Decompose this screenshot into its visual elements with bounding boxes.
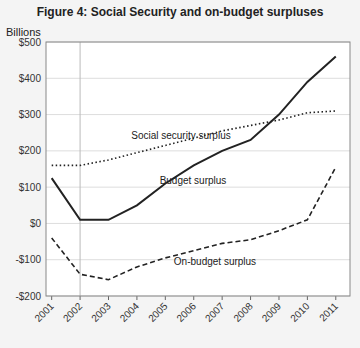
x-tick	[193, 296, 194, 300]
x-tick-label: 2003	[89, 300, 113, 324]
y-tick-label: $300	[19, 109, 42, 120]
x-tick-label: 2010	[288, 300, 312, 324]
plot-area	[46, 42, 350, 296]
grid-line	[46, 114, 350, 115]
grid-line	[46, 78, 350, 79]
x-tick-label: 2008	[231, 300, 255, 324]
x-tick-label: 2001	[32, 300, 56, 324]
grid-line	[46, 223, 350, 224]
x-tick	[222, 296, 223, 300]
x-tick	[278, 296, 279, 300]
x-tick	[335, 296, 336, 300]
x-tick	[165, 296, 166, 300]
y-axis-label: Billions	[6, 26, 41, 38]
y-tick-label: -$200	[15, 291, 41, 302]
grid-line	[46, 150, 350, 151]
chart: -$200 -$100 $0 $100 $200 $300 $400 $500 20012002…	[0, 0, 360, 348]
x-tick-label: 2006	[174, 300, 198, 324]
grid-line	[46, 187, 350, 188]
plot-content	[52, 42, 336, 296]
x-tick	[108, 296, 109, 300]
title: Figure 4: Social Security and on-budget …	[37, 5, 324, 19]
x-tick-label: 2009	[260, 300, 284, 324]
x-tick-label: 2002	[61, 300, 85, 324]
x-tick	[136, 296, 137, 300]
reference-line	[80, 42, 81, 296]
x-tick-label: 2007	[203, 300, 227, 324]
y-tick-label: $500	[19, 37, 42, 48]
x-tick-label: 2005	[146, 300, 170, 324]
y-tick-label: $200	[19, 145, 42, 156]
inline-label: Social security surplus	[131, 130, 230, 141]
y-tick-label: $100	[19, 182, 42, 193]
x-tick	[80, 296, 81, 300]
series-line	[52, 167, 336, 279]
x-tick-label: 2004	[118, 300, 142, 324]
x-tick-label: 2011	[317, 300, 340, 323]
x-tick	[307, 296, 308, 300]
plot-frame	[46, 42, 350, 296]
y-tick-label: -$100	[15, 254, 41, 265]
series-line	[52, 111, 336, 165]
inline-label: On-budget surplus	[174, 256, 256, 267]
y-tick-label: $0	[30, 218, 42, 229]
x-tick	[51, 296, 52, 300]
x-tick	[250, 296, 251, 300]
inline-label: Budget surplus	[160, 175, 227, 186]
series-line	[52, 57, 336, 220]
y-tick-label: $400	[19, 73, 42, 84]
